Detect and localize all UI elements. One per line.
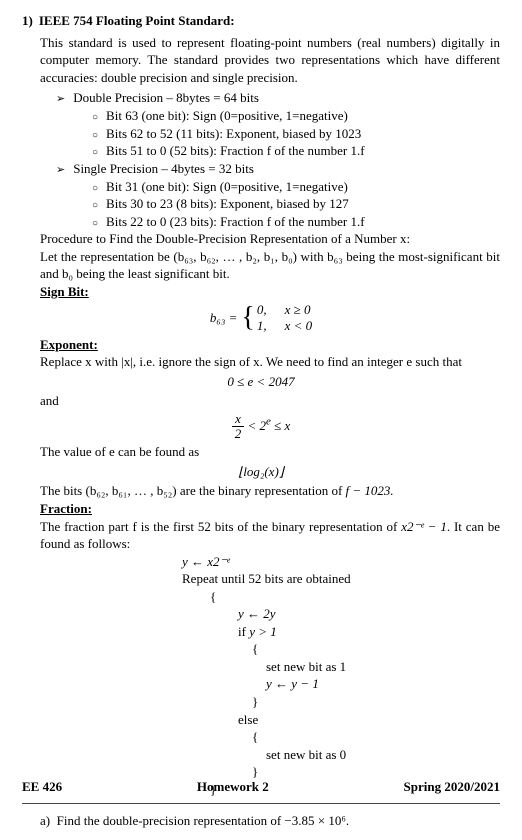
single-b2: Bits 30 to 23 (8 bits): Exponent, biased…: [106, 195, 349, 213]
exp-found: The value of e can be found as: [40, 443, 500, 461]
brace-icon: {: [241, 304, 254, 332]
footer-right: Spring 2020/2021: [404, 778, 500, 796]
single-b3: Bits 22 to 0 (23 bits): Fraction f of th…: [106, 213, 365, 231]
algo-l3: {: [210, 588, 500, 606]
arrow-icon: ➢: [56, 92, 65, 107]
frac-line1: The fraction part f is the first 52 bits…: [40, 518, 500, 553]
bits-b: f − 1023.: [346, 483, 394, 498]
procedure-title: Procedure to Find the Double-Precision R…: [40, 230, 500, 248]
algo-l6: {: [252, 640, 500, 658]
intro-paragraph: This standard is used to represent float…: [40, 34, 500, 87]
sign-piecewise: b₆₃ = { 0, x ≥ 0 1, x < 0: [22, 302, 500, 333]
arrow-icon: ➢: [56, 163, 65, 178]
double-head: Double Precision – 8bytes = 64 bits: [73, 89, 259, 107]
frac-top: x: [232, 412, 245, 427]
algo-l2: Repeat until 52 bits are obtained: [182, 570, 500, 588]
question-a: a) Find the double-precision representat…: [40, 812, 349, 830]
sign-head: Sign Bit:: [40, 283, 500, 301]
item-number: 1): [22, 12, 33, 30]
double-b3: Bits 51 to 0 (52 bits): Fraction f of th…: [106, 142, 365, 160]
circle-icon: ○: [92, 199, 98, 213]
exp-head: Exponent:: [40, 336, 500, 354]
frac-bot: 2: [232, 427, 245, 441]
bullet-double-3: ○ Bits 51 to 0 (52 bits): Fraction f of t…: [92, 142, 500, 160]
double-b2: Bits 62 to 52 (11 bits): Exponent, biase…: [106, 125, 361, 143]
algo-l8: y ← y − 1: [266, 675, 500, 693]
bullet-single-2: ○ Bits 30 to 23 (8 bits): Exponent, biase…: [92, 195, 500, 213]
bullet-double-precision: ➢ Double Precision – 8bytes = 64 bits: [56, 89, 500, 107]
sign-c2v: 1,: [257, 318, 267, 334]
footer-left: EE 426: [22, 778, 62, 796]
algo-l11: {: [252, 728, 500, 746]
item-title: IEEE 754 Floating Point Standard:: [39, 12, 235, 30]
sign-c2c: x < 0: [285, 318, 313, 334]
circle-icon: ○: [92, 129, 98, 143]
single-b1: Bit 31 (one bit): Sign (0=positive, 1=ne…: [106, 178, 348, 196]
q-text: Find the double-precision representation…: [57, 813, 350, 828]
frac-head: Fraction:: [40, 500, 500, 518]
algorithm-block: y ← x2⁻ᵉ Repeat until 52 bits are obtain…: [182, 553, 500, 799]
footer-row: EE 426 Homework 2 Spring 2020/2021: [22, 773, 500, 796]
sign-c1v: 0,: [257, 302, 267, 318]
exp-bitsline: The bits (b₆₂, b₆₁, … , b₅₂) are the bin…: [40, 482, 500, 500]
exp-ineq2: x2 < 2e ≤ x: [22, 412, 500, 442]
frac-a: The fraction part f is the first 52 bits…: [40, 519, 401, 534]
algo-l9: }: [252, 693, 500, 711]
bullet-single-precision: ➢ Single Precision – 4bytes = 32 bits: [56, 160, 500, 178]
bullet-double-2: ○ Bits 62 to 52 (11 bits): Exponent, bias…: [92, 125, 500, 143]
ineq2b: ≤ x: [271, 418, 290, 433]
sign-lhs: b₆₃ =: [210, 309, 238, 327]
frac-b: x2⁻ᵉ − 1: [401, 519, 447, 534]
bullet-single-1: ○ Bit 31 (one bit): Sign (0=positive, 1=n…: [92, 178, 500, 196]
algo-l4: y ← 2y: [238, 605, 500, 623]
circle-icon: ○: [92, 217, 98, 231]
exp-line1: Replace x with |x|, i.e. ignore the sign…: [40, 353, 500, 371]
algo-l5: if y > 1: [238, 623, 500, 641]
circle-icon: ○: [92, 146, 98, 160]
footer-rule: [22, 803, 500, 804]
ineq2a: < 2: [248, 418, 267, 433]
algo-l10: else: [238, 711, 500, 729]
footer-center: Homework 2: [197, 778, 269, 796]
sign-c1c: x ≥ 0: [285, 302, 311, 318]
bits-a: The bits (b₆₂, b₆₁, … , b₅₂) are the bin…: [40, 483, 346, 498]
bullet-double-1: ○ Bit 63 (one bit): Sign (0=positive, 1=n…: [92, 107, 500, 125]
exp-and: and: [40, 392, 500, 410]
exp-ineq1: 0 ≤ e < 2047: [22, 373, 500, 391]
q-label: a): [40, 813, 50, 828]
exp-log: ⌊log₂(x)⌋: [22, 463, 500, 481]
circle-icon: ○: [92, 111, 98, 125]
bullet-single-3: ○ Bits 22 to 0 (23 bits): Fraction f of t…: [92, 213, 500, 231]
algo-l7: set new bit as 1: [266, 658, 500, 676]
single-head: Single Precision – 4bytes = 32 bits: [73, 160, 254, 178]
double-b1: Bit 63 (one bit): Sign (0=positive, 1=ne…: [106, 107, 348, 125]
circle-icon: ○: [92, 182, 98, 196]
procedure-let: Let the representation be (b₆₃, b₆₂, … ,…: [40, 248, 500, 283]
algo-l1: y ← x2⁻ᵉ: [182, 553, 500, 571]
algo-l12: set new bit as 0: [266, 746, 500, 764]
